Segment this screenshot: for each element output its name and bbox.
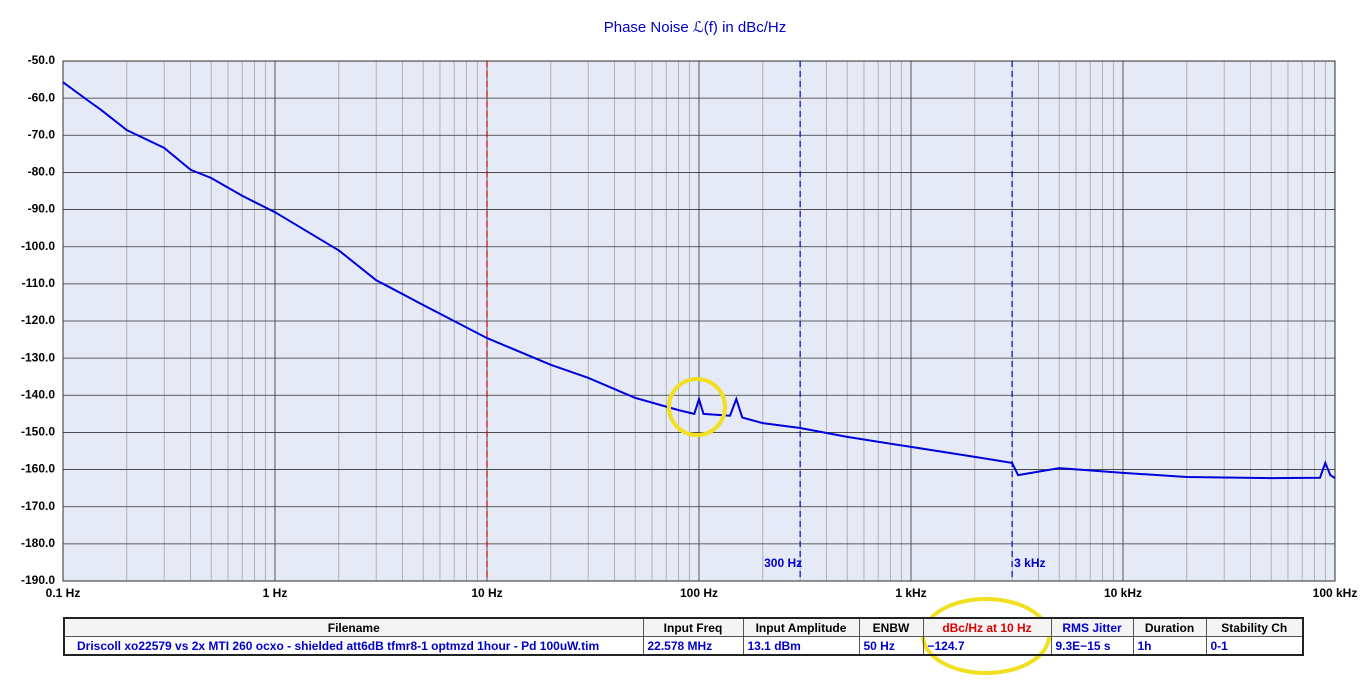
table-cell: dBc/Hz at 10 Hz xyxy=(922,617,1052,637)
table-cell: 1h xyxy=(1132,636,1207,656)
x-tick-label: 10 kHz xyxy=(1104,586,1142,600)
x-tick-label: 1 kHz xyxy=(895,586,926,600)
y-tick-label: -150.0 xyxy=(21,425,55,439)
x-tick-label: 10 Hz xyxy=(471,586,502,600)
y-tick-label: -110.0 xyxy=(22,276,56,290)
highlight-circle xyxy=(667,377,727,437)
table-cell: ENBW xyxy=(858,617,924,637)
y-tick-label: -160.0 xyxy=(21,462,55,476)
y-tick-label: -170.0 xyxy=(21,499,55,513)
table-cell: 22.578 MHz xyxy=(642,636,744,656)
table-cell: 9.3E−15 s xyxy=(1050,636,1134,656)
data-row: Driscoll xo22579 vs 2x MTI 260 ocxo - sh… xyxy=(63,636,1304,656)
y-tick-label: -90.0 xyxy=(28,202,56,216)
y-tick-label: -180.0 xyxy=(21,536,55,550)
table-cell: Input Amplitude xyxy=(742,617,860,637)
y-tick-label: -190.0 xyxy=(21,573,55,587)
data-line xyxy=(62,81,1336,480)
y-tick-label: -70.0 xyxy=(28,127,56,141)
table-cell: 50 Hz xyxy=(858,636,924,656)
table-cell: −124.7 xyxy=(922,636,1052,656)
x-tick-label: 100 Hz xyxy=(680,586,718,600)
marker-label: 3 kHz xyxy=(1014,556,1045,570)
y-tick-label: -50.0 xyxy=(28,53,56,67)
file-table: Filename Input Freq Input Amplitude ENBW dBc… xyxy=(63,617,1304,656)
table-cell: RMS Jitter xyxy=(1050,617,1134,637)
table-cell: 13.1 dBm xyxy=(742,636,860,656)
table-cell: Filename xyxy=(63,617,644,637)
marker-label: 300 Hz xyxy=(764,556,802,570)
x-tick-label: 0.1 Hz xyxy=(46,586,81,600)
y-tick-label: -120.0 xyxy=(21,313,55,327)
x-tick-label: 1 Hz xyxy=(263,586,288,600)
table-cell: Driscoll xo22579 vs 2x MTI 260 ocxo - sh… xyxy=(63,636,644,656)
y-tick-label: -140.0 xyxy=(21,387,55,401)
table-cell: Stability Ch xyxy=(1205,617,1304,637)
header-row: Filename Input Freq Input Amplitude ENBW dBc… xyxy=(63,617,1304,637)
y-tick-label: -60.0 xyxy=(28,90,56,104)
y-tick-label: -100.0 xyxy=(21,239,55,253)
chart-title: Phase Noise ℒ(f) in dBc/Hz xyxy=(604,19,787,36)
y-tick-label: -130.0 xyxy=(21,350,55,364)
table-cell: Duration xyxy=(1132,617,1207,637)
y-tick-label: -80.0 xyxy=(28,165,56,179)
x-tick-label: 100 kHz xyxy=(1313,586,1358,600)
table-cell: 0-1 xyxy=(1205,636,1304,656)
table-cell: Input Freq xyxy=(642,617,744,637)
